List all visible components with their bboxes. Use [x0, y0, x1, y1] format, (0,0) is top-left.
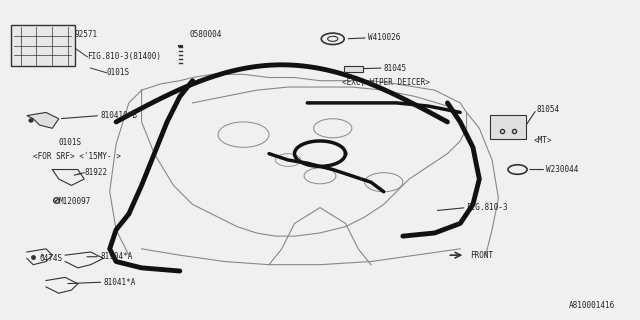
Polygon shape — [27, 112, 59, 128]
Text: A810001416: A810001416 — [568, 301, 615, 310]
Text: <EXC, WIPER DEICER>: <EXC, WIPER DEICER> — [342, 78, 430, 87]
Text: 81045: 81045 — [384, 63, 407, 73]
Text: <FOR SRF> <'15MY- >: <FOR SRF> <'15MY- > — [33, 152, 121, 161]
Text: FIG.810-3(81400): FIG.810-3(81400) — [88, 52, 161, 61]
Text: 81922: 81922 — [84, 168, 108, 177]
Text: 0474S: 0474S — [40, 254, 63, 263]
Text: 0580004: 0580004 — [189, 30, 221, 39]
Text: <MT>: <MT> — [534, 136, 552, 146]
Text: FIG.810-3: FIG.810-3 — [467, 203, 508, 212]
FancyBboxPatch shape — [344, 66, 363, 72]
Text: 810410*B: 810410*B — [100, 111, 137, 120]
Text: FRONT: FRONT — [470, 251, 493, 260]
Text: M120097: M120097 — [59, 197, 91, 206]
FancyBboxPatch shape — [11, 25, 75, 67]
FancyBboxPatch shape — [490, 115, 526, 139]
Text: W410026: W410026 — [368, 33, 400, 42]
Text: 81904*A: 81904*A — [100, 252, 132, 261]
Text: 0101S: 0101S — [106, 68, 130, 77]
Text: W230044: W230044 — [546, 165, 579, 174]
Text: 92571: 92571 — [75, 30, 98, 39]
Text: 81041*A: 81041*A — [103, 278, 136, 287]
Text: 0101S: 0101S — [59, 138, 82, 147]
Text: 81054: 81054 — [537, 105, 560, 114]
